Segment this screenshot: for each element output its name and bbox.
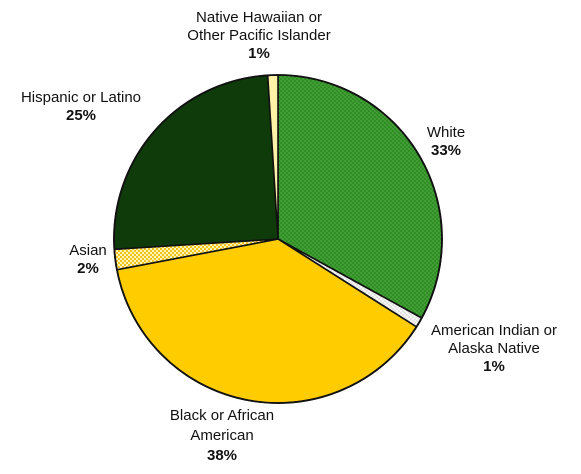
pie-outline <box>113 74 443 404</box>
category-label: Native Hawaiian or <box>196 9 322 26</box>
percent-label: 33% <box>431 142 461 159</box>
category-label: Asian <box>69 242 107 259</box>
percent-label: 1% <box>483 358 505 375</box>
category-label: Hispanic or Latino <box>21 89 141 106</box>
category-label: Alaska Native <box>448 340 540 357</box>
percent-label: 2% <box>77 260 99 277</box>
percent-label: 1% <box>248 45 270 62</box>
category-label: American <box>190 427 253 444</box>
category-label: American Indian or <box>431 322 557 339</box>
category-label: Other Pacific Islander <box>187 27 330 44</box>
pie-slices <box>113 74 443 404</box>
percent-label: 25% <box>66 107 96 124</box>
label-black-or-african-american: Black or African American 38% <box>170 407 274 464</box>
category-label: Black or African <box>170 407 274 424</box>
category-label: White <box>427 124 465 141</box>
percent-label: 38% <box>207 447 237 464</box>
